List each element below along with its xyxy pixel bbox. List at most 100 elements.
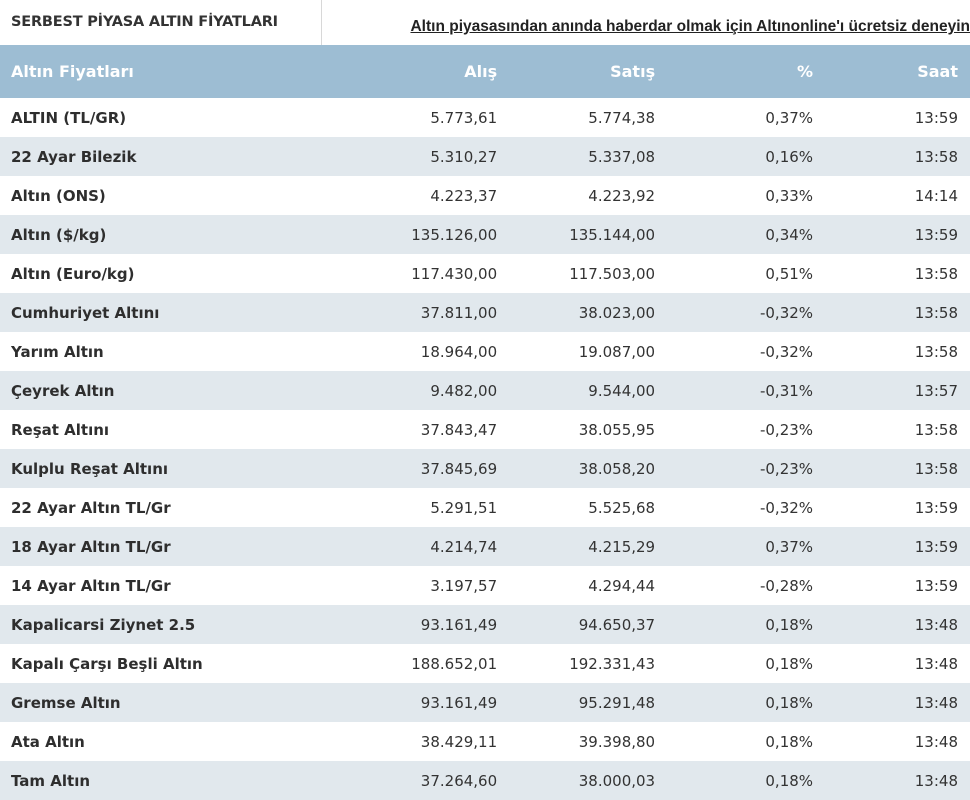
- cell-name: Kulplu Reşat Altını: [11, 459, 169, 478]
- cell-percent: 0,16%: [765, 147, 814, 166]
- column-header-satis[interactable]: Satış: [610, 62, 656, 81]
- cell-percent: 0,37%: [765, 108, 814, 127]
- cell-name: ALTIN (TL/GR): [11, 108, 127, 127]
- column-header-alis[interactable]: Alış: [464, 62, 498, 81]
- cell-alis: 4.223,37: [430, 186, 498, 205]
- cell-saat: 13:58: [914, 420, 958, 439]
- header-divider: [321, 0, 322, 45]
- table-row[interactable]: 22 Ayar Altın TL/Gr 5.291,51 5.525,68 -0,32…: [0, 488, 970, 527]
- column-header-saat[interactable]: Saat: [917, 62, 958, 81]
- cell-alis: 135.126,00: [411, 225, 498, 244]
- cell-percent: -0,23%: [759, 420, 814, 439]
- cell-saat: 13:58: [914, 264, 958, 283]
- cell-satis: 38.058,20: [578, 459, 656, 478]
- cell-satis: 38.000,03: [578, 771, 656, 790]
- table-row[interactable]: Gremse Altın 93.161,49 95.291,48 0,18% 13:48: [0, 683, 970, 722]
- cell-percent: -0,28%: [759, 576, 814, 595]
- cell-satis: 5.525,68: [588, 498, 656, 517]
- cell-percent: -0,32%: [759, 498, 814, 517]
- cell-percent: 0,34%: [765, 225, 814, 244]
- cell-satis: 4.215,29: [588, 537, 656, 556]
- table-row[interactable]: Ata Altın 38.429,11 39.398,80 0,18% 13:48: [0, 722, 970, 761]
- top-bar: SERBEST PİYASA ALTIN FİYATLARI Altın piy…: [0, 0, 970, 45]
- cell-saat: 13:59: [914, 537, 958, 556]
- table-header-row: Altın Fiyatları Alış Satış % Saat: [0, 45, 970, 98]
- table-row[interactable]: 22 Ayar Bilezik 5.310,27 5.337,08 0,16% 13:5…: [0, 137, 970, 176]
- column-header-name[interactable]: Altın Fiyatları: [11, 62, 134, 81]
- promo-link[interactable]: Altın piyasasından anında haberdar olmak…: [410, 18, 970, 35]
- cell-satis: 4.294,44: [588, 576, 656, 595]
- cell-name: Çeyrek Altın: [11, 381, 115, 400]
- table-row[interactable]: Kapalicarsi Ziynet 2.5 93.161,49 94.650,37…: [0, 605, 970, 644]
- table-row[interactable]: 18 Ayar Altın TL/Gr 4.214,74 4.215,29 0,37%…: [0, 527, 970, 566]
- cell-satis: 38.055,95: [578, 420, 656, 439]
- cell-alis: 5.310,27: [430, 147, 498, 166]
- cell-name: Altın ($/kg): [11, 225, 107, 244]
- cell-name: Gremse Altın: [11, 693, 121, 712]
- table-row[interactable]: Altın (Euro/kg) 117.430,00 117.503,00 0,51%…: [0, 254, 970, 293]
- table-row[interactable]: Altın ($/kg) 135.126,00 135.144,00 0,34% 13:…: [0, 215, 970, 254]
- cell-saat: 13:57: [914, 381, 958, 400]
- cell-saat: 13:58: [914, 147, 958, 166]
- cell-name: Cumhuriyet Altını: [11, 303, 160, 322]
- cell-percent: -0,32%: [759, 342, 814, 361]
- cell-name: Altın (ONS): [11, 186, 106, 205]
- cell-alis: 188.652,01: [411, 654, 498, 673]
- cell-satis: 117.503,00: [569, 264, 656, 283]
- cell-satis: 38.023,00: [578, 303, 656, 322]
- cell-name: Yarım Altın: [11, 342, 104, 361]
- cell-satis: 5.337,08: [588, 147, 656, 166]
- cell-satis: 192.331,43: [569, 654, 656, 673]
- cell-name: 22 Ayar Altın TL/Gr: [11, 498, 171, 517]
- cell-saat: 13:58: [914, 303, 958, 322]
- cell-alis: 4.214,74: [430, 537, 498, 556]
- cell-name: 22 Ayar Bilezik: [11, 147, 137, 166]
- cell-saat: 13:48: [914, 693, 958, 712]
- cell-alis: 37.845,69: [420, 459, 498, 478]
- cell-percent: 0,18%: [765, 654, 814, 673]
- cell-alis: 3.197,57: [430, 576, 498, 595]
- cell-percent: -0,32%: [759, 303, 814, 322]
- cell-percent: 0,37%: [765, 537, 814, 556]
- cell-name: Kapalı Çarşı Beşli Altın: [11, 654, 203, 673]
- cell-alis: 18.964,00: [420, 342, 498, 361]
- cell-satis: 9.544,00: [588, 381, 656, 400]
- table-row[interactable]: 14 Ayar Altın TL/Gr 3.197,57 4.294,44 -0,28…: [0, 566, 970, 605]
- cell-percent: 0,51%: [765, 264, 814, 283]
- cell-name: Tam Altın: [11, 771, 91, 790]
- table-row[interactable]: Cumhuriyet Altını 37.811,00 38.023,00 -0,32…: [0, 293, 970, 332]
- cell-saat: 13:59: [914, 576, 958, 595]
- cell-saat: 14:14: [914, 186, 958, 205]
- table-row[interactable]: Yarım Altın 18.964,00 19.087,00 -0,32% 13:58: [0, 332, 970, 371]
- cell-alis: 9.482,00: [430, 381, 498, 400]
- cell-satis: 135.144,00: [569, 225, 656, 244]
- cell-satis: 95.291,48: [578, 693, 656, 712]
- table-row[interactable]: Kulplu Reşat Altını 37.845,69 38.058,20 -0,…: [0, 449, 970, 488]
- cell-percent: 0,18%: [765, 615, 814, 634]
- cell-satis: 5.774,38: [588, 108, 656, 127]
- cell-percent: 0,18%: [765, 693, 814, 712]
- cell-alis: 93.161,49: [420, 615, 498, 634]
- cell-alis: 93.161,49: [420, 693, 498, 712]
- cell-saat: 13:48: [914, 771, 958, 790]
- cell-percent: 0,18%: [765, 771, 814, 790]
- cell-satis: 94.650,37: [578, 615, 656, 634]
- cell-satis: 39.398,80: [578, 732, 656, 751]
- cell-saat: 13:59: [914, 108, 958, 127]
- cell-name: Ata Altın: [11, 732, 85, 751]
- cell-percent: 0,33%: [765, 186, 814, 205]
- table-row[interactable]: Çeyrek Altın 9.482,00 9.544,00 -0,31% 13:57: [0, 371, 970, 410]
- cell-name: 14 Ayar Altın TL/Gr: [11, 576, 171, 595]
- table-row[interactable]: ALTIN (TL/GR) 5.773,61 5.774,38 0,37% 13:59: [0, 98, 970, 137]
- cell-percent: -0,31%: [759, 381, 814, 400]
- cell-name: Kapalicarsi Ziynet 2.5: [11, 615, 196, 634]
- table-row[interactable]: Reşat Altını 37.843,47 38.055,95 -0,23% 13:5…: [0, 410, 970, 449]
- table-row[interactable]: Altın (ONS) 4.223,37 4.223,92 0,33% 14:14: [0, 176, 970, 215]
- cell-saat: 13:58: [914, 342, 958, 361]
- table-row[interactable]: Tam Altın 37.264,60 38.000,03 0,18% 13:48: [0, 761, 970, 800]
- table-row[interactable]: Kapalı Çarşı Beşli Altın 188.652,01 192.33…: [0, 644, 970, 683]
- cell-percent: 0,18%: [765, 732, 814, 751]
- cell-name: 18 Ayar Altın TL/Gr: [11, 537, 171, 556]
- cell-alis: 37.264,60: [420, 771, 498, 790]
- column-header-percent[interactable]: %: [797, 62, 814, 81]
